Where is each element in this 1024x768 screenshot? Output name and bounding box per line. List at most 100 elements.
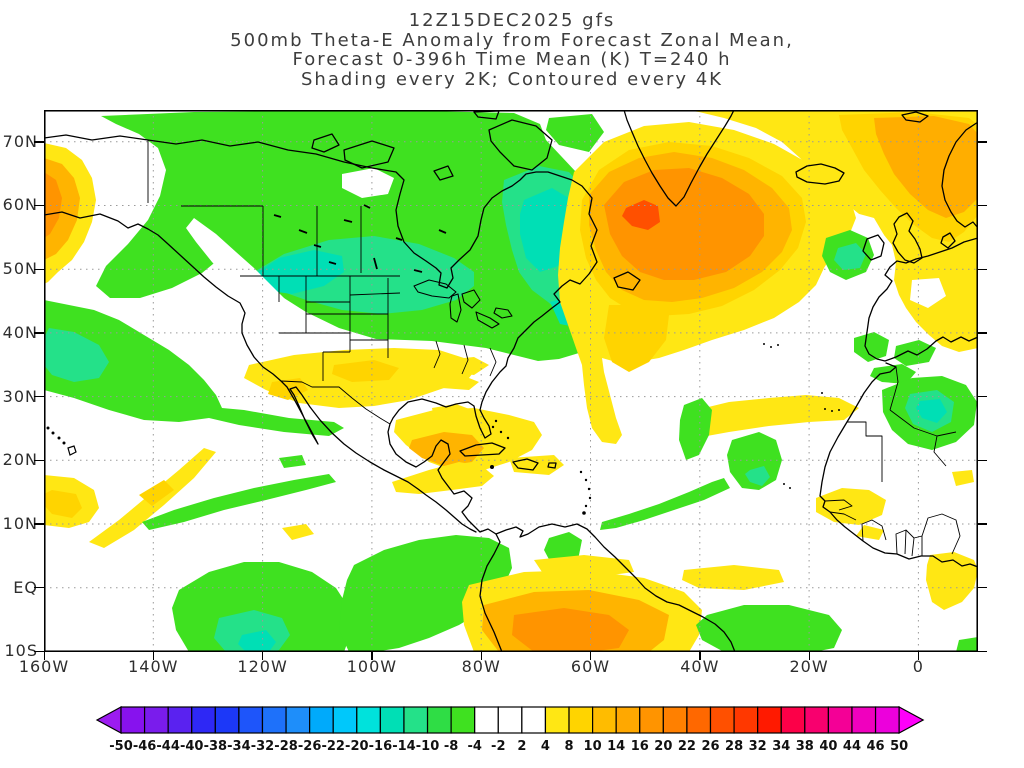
colorbar-label: -40 [180,739,204,754]
anomaly-nw-africa-negative [882,376,977,450]
lon-tick-mark [699,652,701,660]
lon-tick-label: 160W [18,657,70,676]
colorbar-cell [544,706,570,734]
coastline-arctic-islands [311,110,553,181]
colorbar-label: -50 [109,739,133,754]
anomaly-south-atlantic-negative [696,605,978,652]
colorbar-label: -34 [227,739,251,754]
coastline-europe [864,121,978,362]
colorbar-label: 46 [867,739,885,754]
lat-tick-mark [34,204,44,207]
lat-tick-label: 40N [2,322,38,342]
colorbar-cell [285,706,311,734]
shading-regions [44,110,978,652]
colorbar-right-arrow [898,705,925,735]
anomaly-gulf-of-alaska-positive [44,143,96,284]
colorbar-cell [261,706,287,734]
colorbar-cell [309,706,334,734]
anomaly-north-atlantic-positive [558,122,859,444]
colorbar-cell [238,706,264,734]
lat-tick-label: 50N [2,259,38,279]
lat-tick-mark-right [978,396,987,398]
colorbar-label: 40 [819,739,837,754]
colorbar-cell [568,706,594,734]
colorbar-cell [332,706,358,734]
colorbar-label: 8 [564,739,573,754]
colorbar-label: 16 [631,739,649,754]
lat-tick-mark [34,587,44,589]
lat-tick-label: EQ [13,577,38,597]
colorbar-label: -14 [392,739,416,754]
anomaly-south-america-positive [462,570,702,652]
lat-tick-mark [34,268,44,271]
colorbar-cell [214,706,240,734]
colorbar-label: -20 [345,739,369,754]
coastline-greenland [623,110,735,207]
colorbar-label: -38 [204,739,228,754]
lat-tick-label: 30N [2,386,38,406]
lon-tick-label: 100W [346,657,398,676]
colorbar-cell [615,706,641,734]
lon-tick-label: 40W [680,657,720,676]
colorbar-cell [450,706,476,734]
lat-tick-mark [34,459,44,462]
colorbar-svg: -50 -46 -44 -40 -38 -34 -32 -28 -26 -22 -20 -16 -14-… [95,705,925,754]
lat-tick-mark-right [978,332,987,334]
colorbar-label: -10 [416,739,440,754]
colorbar-label: -32 [251,739,275,754]
colorbar-cell [167,706,193,734]
coastline-svalbard [901,111,929,123]
canada-lake-marks [273,204,447,273]
anomaly-mexico-pacific-positive [44,448,494,548]
anomaly-ne-pacific-negative [44,300,344,436]
title-line-3: Forecast 0-396h Time Mean (K) T=240 h [292,49,732,70]
colorbar-cell [426,706,452,734]
great-lakes [413,279,513,329]
colorbar-label: 10 [584,739,602,754]
lat-tick-mark-right [978,650,987,653]
coastline-pacific [44,211,477,533]
map-plot [44,110,978,652]
colorbar-cell [497,706,523,734]
colorbar: -50 -46 -44 -40 -38 -34 -32 -28 -26 -22 -20 -16 -14-… [0,703,1024,759]
coastline-newfoundland [613,271,641,291]
colorbar-label: 28 [725,739,743,754]
colorbar-label: 26 [701,739,719,754]
lat-tick-mark [34,396,44,398]
lat-tick-label: 10N [2,513,38,533]
colorbar-cell [686,706,712,734]
lat-tick-label: 10S [4,641,38,661]
map-frame [44,110,978,652]
anomaly-iberia-morocco-negative [854,332,936,384]
colorbar-cell [474,706,499,734]
colorbar-cell [639,706,664,734]
colorbar-cell [709,706,735,734]
colorbar-label: -28 [274,739,298,754]
lon-tick-mark [590,652,592,660]
borders-africa [824,366,961,557]
graticule-grid [44,110,978,652]
coastline-north-america [44,134,598,652]
colorbar-cell [733,706,759,734]
lon-tick-mark [371,652,373,660]
colorbar-label: -44 [156,739,180,754]
colorbar-cell [780,706,806,734]
lat-tick-mark-right [978,141,987,143]
lon-tick-label: 120W [237,657,288,676]
lon-tick-mark [917,652,920,660]
colorbar-label: 14 [607,739,625,754]
lat-tick-label: 20N [2,450,38,470]
colorbar-cell [379,706,405,734]
lat-tick-mark [34,141,44,143]
lat-tick-mark [34,523,44,525]
coastline-caribbean [459,442,557,471]
lon-tick-mark [262,652,264,660]
lat-tick-mark [34,650,44,653]
colorbar-cell [356,706,381,734]
lat-tick-mark-right [978,523,987,525]
colorbar-label: 34 [772,739,790,754]
colorbar-cell [804,706,830,734]
coastlines [44,110,978,652]
title-line-1: 12Z15DEC2025 gfs [408,10,616,31]
colorbar-label: 38 [796,739,814,754]
